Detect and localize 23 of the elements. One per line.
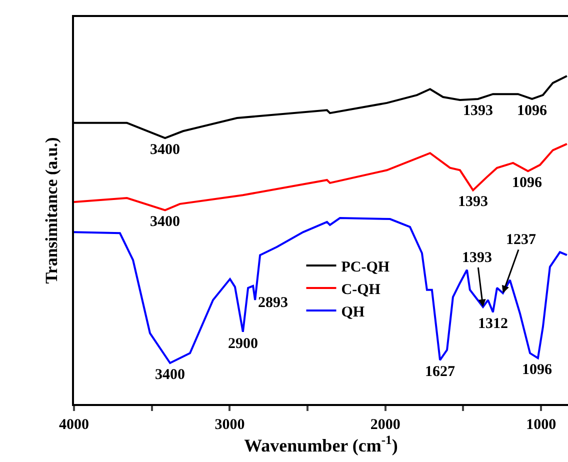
annotation: 1096 [522,362,552,378]
x-tick-label: 4000 [59,417,89,433]
legend-label: PC-QH [341,259,390,276]
legend-label: C-QH [341,282,381,298]
x-axis-title: Wavenumber (cm$^{-1}$) [244,433,398,456]
y-axis-title: Transimitance (a.u.) [42,137,62,284]
annotation: 3400 [150,214,180,230]
annotation: 1627 [425,364,456,380]
annotation: 1312 [478,316,508,332]
x-tick-label: 1000 [526,417,556,433]
annotation: 1096 [512,175,542,191]
annotation: 1096 [517,103,548,119]
annotation: 1237 [506,232,536,248]
x-tick-label: 3000 [214,417,245,433]
x-tick-label: 2000 [370,417,400,433]
annotation: 3400 [155,367,185,383]
annotation: 1393 [458,194,488,210]
annotation: 2893 [258,295,288,311]
annotation: 1393 [462,250,492,266]
annotation: 3400 [150,142,180,158]
annotation: 1393 [463,103,493,119]
legend-label: QH [341,304,365,320]
annotation: 2900 [228,336,258,352]
